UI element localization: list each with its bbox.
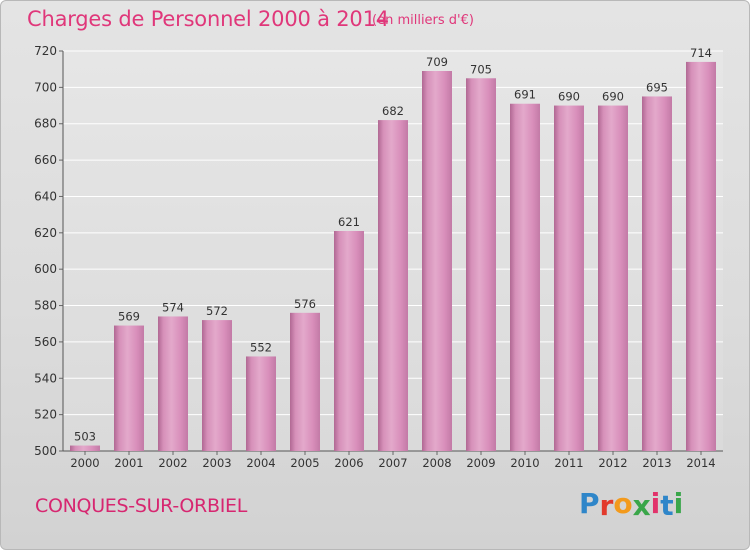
value-label-2008: 709 [426, 55, 448, 69]
bar-2004 [246, 356, 276, 451]
proxiti-logo: Proxiti [579, 487, 684, 522]
logo-letter: i [673, 487, 684, 520]
x-tick-label-2003: 2003 [202, 456, 231, 470]
bars [70, 61, 716, 452]
value-label-2004: 552 [250, 340, 272, 354]
logo-letter: t [660, 489, 674, 522]
x-tick-label-2011: 2011 [554, 456, 583, 470]
bar-2010 [510, 103, 540, 452]
y-tick-label: 520 [34, 408, 57, 422]
value-label-2007: 682 [382, 104, 404, 118]
value-label-2000: 503 [74, 430, 96, 444]
y-tick-label: 560 [34, 335, 57, 349]
x-tick-label-2009: 2009 [466, 456, 495, 470]
bar-2006 [334, 231, 364, 451]
y-tick-label: 580 [34, 299, 57, 313]
bar-2012 [598, 105, 628, 451]
logo-letter: r [599, 489, 614, 522]
value-label-2012: 690 [602, 90, 624, 104]
logo-letter: i [650, 487, 661, 520]
value-label-2005: 576 [294, 297, 316, 311]
chart-unit-label: (en milliers d'€) [372, 13, 474, 28]
y-tick-label: 540 [34, 371, 57, 385]
x-tick-label-2014: 2014 [686, 456, 715, 470]
value-label-2009: 705 [470, 62, 492, 76]
value-label-2001: 569 [118, 310, 140, 324]
bar-2002 [158, 316, 188, 451]
x-tick-label-2002: 2002 [158, 456, 187, 470]
bar-2001 [114, 325, 144, 451]
chart-title: Charges de Personnel 2000 à 2014 [27, 7, 389, 31]
commune-name: CONQUES-SUR-ORBIEL [35, 495, 247, 517]
value-label-2010: 691 [514, 88, 536, 102]
labels: 500 520 540 560 580 600 620 640 660 680 700 720 503 2… [34, 44, 716, 470]
bar-2000 [70, 445, 100, 451]
y-tick-label: 660 [34, 153, 57, 167]
x-tick-label-2008: 2008 [422, 456, 451, 470]
y-tick-label: 600 [34, 262, 57, 276]
bar-2008 [422, 71, 452, 451]
value-label-2006: 621 [338, 215, 360, 229]
x-tick-label-2005: 2005 [290, 456, 319, 470]
bar-2009 [466, 78, 496, 451]
x-tick-label-2010: 2010 [510, 456, 539, 470]
x-tick-label-2007: 2007 [378, 456, 407, 470]
value-label-2011: 690 [558, 90, 580, 104]
x-tick-label-2000: 2000 [70, 456, 99, 470]
y-tick-label: 680 [34, 117, 57, 131]
logo-letter: P [579, 487, 600, 520]
value-label-2002: 574 [162, 300, 184, 314]
y-tick-label: 640 [34, 189, 57, 203]
x-tick-label-2006: 2006 [334, 456, 363, 470]
y-tick-label: 700 [34, 80, 57, 94]
x-tick-label-2004: 2004 [246, 456, 275, 470]
x-tick-label-2013: 2013 [642, 456, 671, 470]
value-label-2013: 695 [646, 80, 668, 94]
bar-2007 [378, 120, 408, 451]
y-tick-label: 620 [34, 226, 57, 240]
bar-2011 [554, 105, 584, 451]
x-tick-label-2001: 2001 [114, 456, 143, 470]
logo-letter: o [613, 487, 633, 520]
y-tick-label: 720 [34, 44, 57, 58]
y-tick-label: 500 [34, 444, 57, 458]
bar-2014 [686, 61, 716, 452]
bar-2003 [202, 320, 232, 451]
value-label-2014: 714 [690, 46, 712, 60]
logo-letter: x [632, 489, 651, 522]
x-tick-label-2012: 2012 [598, 456, 627, 470]
bar-2005 [290, 312, 320, 451]
bar-2013 [642, 96, 672, 452]
value-label-2003: 572 [206, 304, 228, 318]
